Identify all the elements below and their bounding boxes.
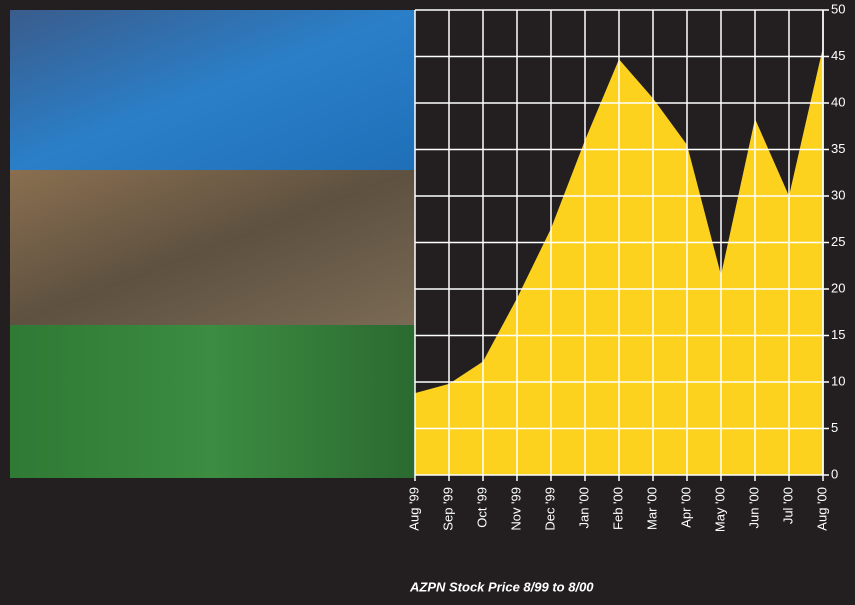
x-tick-label: May '00 <box>712 487 727 532</box>
y-tick-label: 10 <box>831 373 845 388</box>
photo-network <box>10 325 415 478</box>
y-tick-label: 20 <box>831 280 845 295</box>
y-tick-label: 25 <box>831 234 845 249</box>
x-tick-label: Aug '99 <box>406 487 421 531</box>
chart-title: AZPN Stock Price 8/99 to 8/00 <box>409 579 594 594</box>
x-tick-label: Oct '99 <box>474 487 489 528</box>
photo-tanker <box>10 170 415 325</box>
y-tick-label: 5 <box>831 420 838 435</box>
x-tick-label: Sep '99 <box>440 487 455 531</box>
y-tick-label: 30 <box>831 187 845 202</box>
x-tick-label: Apr '00 <box>678 487 693 528</box>
photo-marketplace <box>10 10 415 170</box>
x-tick-label: Nov '99 <box>508 487 523 531</box>
x-tick-label: Jan '00 <box>576 487 591 529</box>
x-tick-label: Jul '00 <box>780 487 795 524</box>
y-tick-label: 35 <box>831 141 845 156</box>
y-tick-label: 50 <box>831 1 845 16</box>
x-tick-label: Jun '00 <box>746 487 761 529</box>
x-tick-label: Aug '00 <box>814 487 829 531</box>
x-tick-label: Mar '00 <box>644 487 659 530</box>
y-tick-label: 45 <box>831 48 845 63</box>
y-tick-label: 0 <box>831 466 838 481</box>
x-tick-label: Feb '00 <box>610 487 625 530</box>
y-tick-label: 15 <box>831 327 845 342</box>
x-tick-label: Dec '99 <box>542 487 557 531</box>
y-tick-label: 40 <box>831 94 845 109</box>
